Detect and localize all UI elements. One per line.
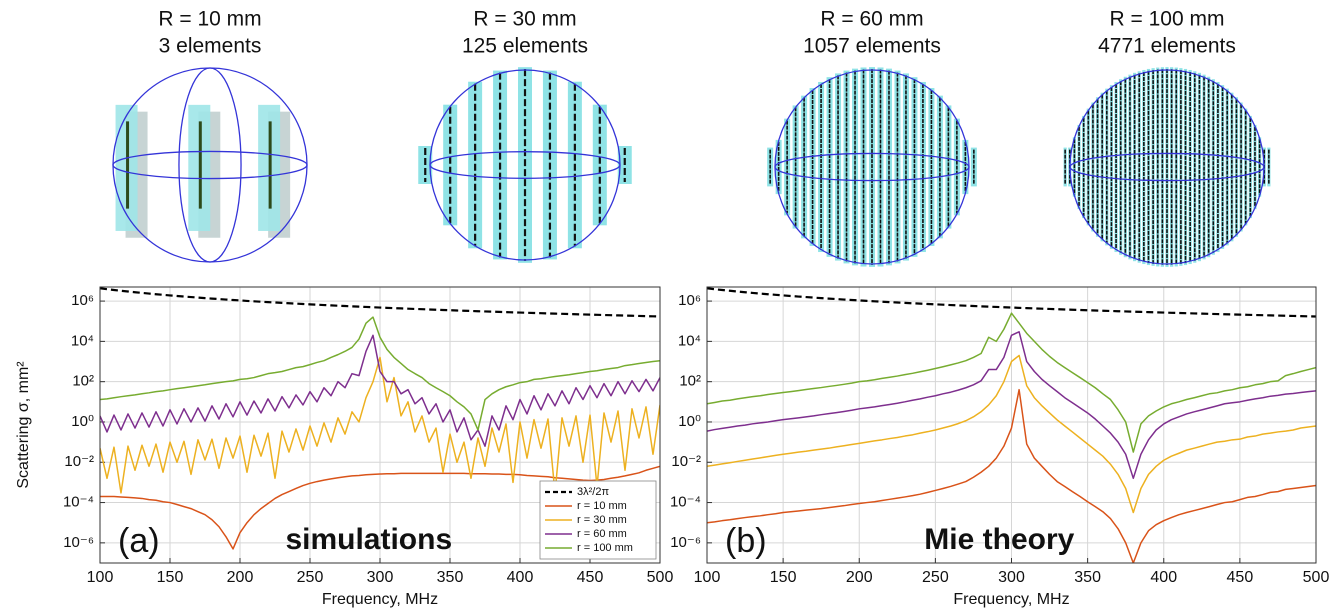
reference-line (100, 287, 660, 318)
series-line (707, 312, 1316, 453)
legend-label: r = 60 mm (577, 528, 627, 540)
series-line (707, 388, 1316, 563)
panel-title: R = 60 mm (820, 8, 923, 31)
plate (936, 95, 943, 239)
plate (443, 104, 458, 226)
x-tick-label: 250 (297, 569, 324, 586)
annotation: Mie theory (924, 523, 1074, 556)
plate (1082, 115, 1086, 219)
y-tick-label: 10⁻⁶ (63, 534, 94, 551)
plate (945, 105, 952, 229)
legend-label: r = 100 mm (577, 542, 633, 554)
plate (843, 70, 850, 264)
y-tick-label: 10⁶ (71, 292, 94, 309)
sphere-meridian (178, 67, 242, 263)
sphere-model (112, 67, 308, 263)
x-axis-label: Frequency, MHz (953, 591, 1069, 608)
y-tick-label: 10⁶ (678, 292, 701, 309)
reference-line (707, 287, 1316, 318)
y-tick-label: 10⁰ (678, 413, 701, 430)
x-tick-label: 100 (694, 569, 721, 586)
x-tick-label: 150 (770, 569, 797, 586)
annotation: simulations (285, 523, 452, 556)
sphere-equator (774, 152, 970, 182)
y-axis-label: Scattering σ, mm² (15, 361, 32, 489)
y-tick-label: 10⁻⁶ (670, 534, 701, 551)
plate (1248, 115, 1252, 219)
plate (592, 104, 607, 226)
x-tick-label: 250 (922, 569, 949, 586)
panel-subtitle: 1057 elements (803, 35, 941, 58)
y-tick-label: 10⁻² (671, 453, 701, 470)
legend-label: r = 30 mm (577, 514, 627, 526)
x-tick-label: 200 (846, 569, 873, 586)
y-tick-label: 10⁴ (678, 332, 701, 349)
x-tick-label: 450 (1227, 569, 1254, 586)
x-tick-label: 100 (87, 569, 114, 586)
y-tick-label: 10⁰ (71, 413, 94, 430)
sphere-model (418, 67, 632, 263)
legend-label: 3λ²/2π (577, 486, 609, 498)
x-axis-label: Frequency, MHz (322, 591, 438, 608)
x-tick-label: 400 (507, 569, 534, 586)
series-line (100, 334, 660, 447)
y-tick-label: 10² (72, 373, 94, 390)
panel-subtitle: 125 elements (462, 35, 588, 58)
y-tick-label: 10⁻⁴ (63, 494, 94, 511)
annotation: (b) (725, 522, 767, 560)
series-line (707, 331, 1316, 480)
x-tick-label: 450 (577, 569, 604, 586)
legend-label: r = 10 mm (577, 500, 627, 512)
panel-title: R = 10 mm (158, 8, 261, 31)
y-tick-label: 10⁻⁴ (670, 494, 701, 511)
plot-frame (99, 286, 661, 564)
sphere-equator (1069, 152, 1265, 182)
x-tick-label: 350 (1074, 569, 1101, 586)
series-line (100, 316, 660, 431)
x-tick-label: 150 (157, 569, 184, 586)
plot-frame (706, 286, 1317, 564)
plate (894, 70, 901, 264)
plate (792, 105, 799, 229)
panel-subtitle: 4771 elements (1098, 35, 1236, 58)
panel-subtitle: 3 elements (159, 35, 262, 58)
x-tick-label: 350 (437, 569, 464, 586)
series-line (100, 465, 660, 550)
x-tick-label: 500 (1303, 569, 1330, 586)
sphere-model (767, 67, 977, 267)
panel-title: R = 30 mm (473, 8, 576, 31)
series-line (100, 356, 660, 494)
sphere-equator (112, 150, 308, 180)
y-tick-label: 10² (679, 373, 701, 390)
sphere-model (1063, 67, 1271, 267)
plate (801, 95, 808, 239)
x-tick-label: 300 (367, 569, 394, 586)
series-line (707, 354, 1316, 514)
panel-title: R = 100 mm (1110, 8, 1225, 31)
y-tick-label: 10⁴ (71, 332, 94, 349)
x-tick-label: 300 (998, 569, 1025, 586)
x-tick-label: 200 (227, 569, 254, 586)
plate (1220, 85, 1225, 249)
plate (1109, 85, 1114, 249)
x-tick-label: 500 (647, 569, 674, 586)
sphere-equator (429, 151, 621, 179)
annotation: (a) (118, 522, 160, 560)
x-tick-label: 400 (1150, 569, 1177, 586)
y-tick-label: 10⁻² (64, 453, 94, 470)
